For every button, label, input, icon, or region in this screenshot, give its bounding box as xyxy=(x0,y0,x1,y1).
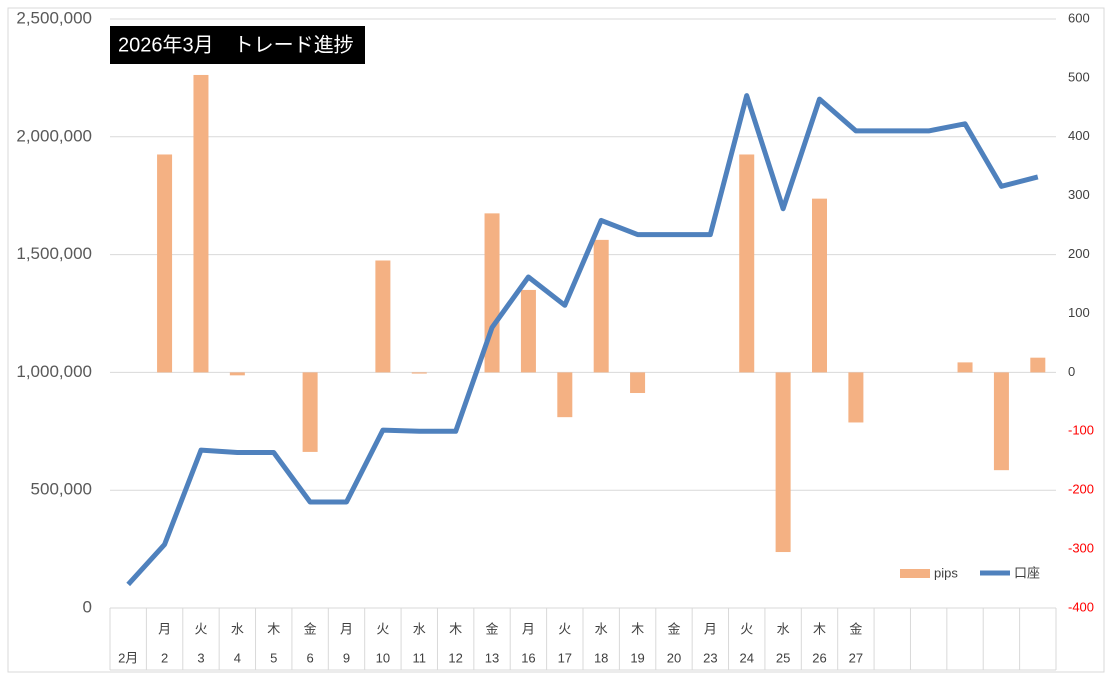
x-weekday-label: 金 xyxy=(849,621,862,636)
x-weekday-label: 火 xyxy=(194,621,207,636)
x-tick-label: 25 xyxy=(776,650,790,665)
y2-tick-label: 400 xyxy=(1068,128,1090,143)
legend-label: 口座 xyxy=(1014,565,1040,580)
y2-tick-label: -400 xyxy=(1068,599,1094,614)
bar xyxy=(411,372,427,374)
y-tick-label: 2,500,000 xyxy=(16,8,92,27)
x-tick-label: 12 xyxy=(448,650,462,665)
bar xyxy=(557,372,573,418)
y2-tick-label: 200 xyxy=(1068,246,1090,261)
x-weekday-label: 月 xyxy=(158,621,171,636)
line xyxy=(126,93,1039,587)
y-tick-label: 2,000,000 xyxy=(16,126,92,145)
x-tick-label: 6 xyxy=(306,650,313,665)
bar xyxy=(193,74,209,373)
x-tick-label: 23 xyxy=(703,650,717,665)
x-weekday-label: 月 xyxy=(704,621,717,636)
x-tick-label: 10 xyxy=(376,650,390,665)
x-tick-label: 24 xyxy=(739,650,753,665)
x-tick-label: 2月 xyxy=(118,650,138,665)
x-weekday-label: 火 xyxy=(740,621,753,636)
x-weekday-label: 木 xyxy=(449,621,462,636)
bar xyxy=(520,289,536,373)
x-weekday-label: 木 xyxy=(267,621,280,636)
bar xyxy=(302,372,318,452)
x-tick-label: 13 xyxy=(485,650,499,665)
bar xyxy=(957,362,973,373)
bar xyxy=(229,372,245,376)
x-tick-label: 3 xyxy=(197,650,204,665)
x-tick-label: 4 xyxy=(234,650,241,665)
bar xyxy=(630,372,646,394)
x-weekday-label: 月 xyxy=(522,621,535,636)
y2-tick-label: 300 xyxy=(1068,187,1090,202)
x-weekday-label: 火 xyxy=(558,621,571,636)
bar xyxy=(375,260,391,373)
y-tick-label: 1,000,000 xyxy=(16,362,92,381)
chart-border xyxy=(7,7,1105,673)
legend-swatch xyxy=(900,569,930,578)
x-tick-label: 26 xyxy=(812,650,826,665)
x-tick-label: 9 xyxy=(343,650,350,665)
y2-tick-label: -300 xyxy=(1068,541,1094,556)
y2-tick-label: 0 xyxy=(1068,364,1075,379)
x-weekday-label: 水 xyxy=(413,621,426,636)
bar xyxy=(993,372,1009,471)
bar xyxy=(1030,357,1046,373)
x-tick-label: 16 xyxy=(521,650,535,665)
y2-tick-label: 100 xyxy=(1068,305,1090,320)
x-weekday-label: 金 xyxy=(486,621,499,636)
x-tick-label: 2 xyxy=(161,650,168,665)
x-weekday-label: 火 xyxy=(376,621,389,636)
x-tick-label: 17 xyxy=(558,650,572,665)
chart-title: 2026年3月 トレード進捗 xyxy=(118,33,354,56)
y-tick-label: 500,000 xyxy=(31,480,92,499)
x-weekday-label: 水 xyxy=(231,621,244,636)
x-tick-label: 27 xyxy=(849,650,863,665)
x-weekday-label: 水 xyxy=(777,621,790,636)
y-tick-label: 0 xyxy=(83,597,92,616)
y2-tick-label: 500 xyxy=(1068,69,1090,84)
legend-label: pips xyxy=(934,565,958,580)
x-weekday-label: 金 xyxy=(304,621,317,636)
y2-tick-label: 600 xyxy=(1068,10,1090,25)
bar xyxy=(157,154,173,373)
x-tick-label: 20 xyxy=(667,650,681,665)
bar xyxy=(739,154,755,373)
x-weekday-label: 木 xyxy=(813,621,826,636)
bar xyxy=(848,372,864,423)
x-tick-label: 5 xyxy=(270,650,277,665)
x-weekday-label: 水 xyxy=(595,621,608,636)
y2-tick-label: -100 xyxy=(1068,423,1094,438)
y2-tick-label: -200 xyxy=(1068,482,1094,497)
y-tick-label: 1,500,000 xyxy=(16,244,92,263)
x-weekday-label: 木 xyxy=(631,621,644,636)
x-weekday-label: 月 xyxy=(340,621,353,636)
x-weekday-label: 金 xyxy=(667,621,680,636)
bar xyxy=(593,239,609,373)
x-tick-label: 19 xyxy=(630,650,644,665)
x-tick-label: 18 xyxy=(594,650,608,665)
bar xyxy=(812,198,827,373)
bar xyxy=(775,372,791,553)
title-box xyxy=(110,26,365,64)
x-tick-label: 11 xyxy=(413,650,427,665)
